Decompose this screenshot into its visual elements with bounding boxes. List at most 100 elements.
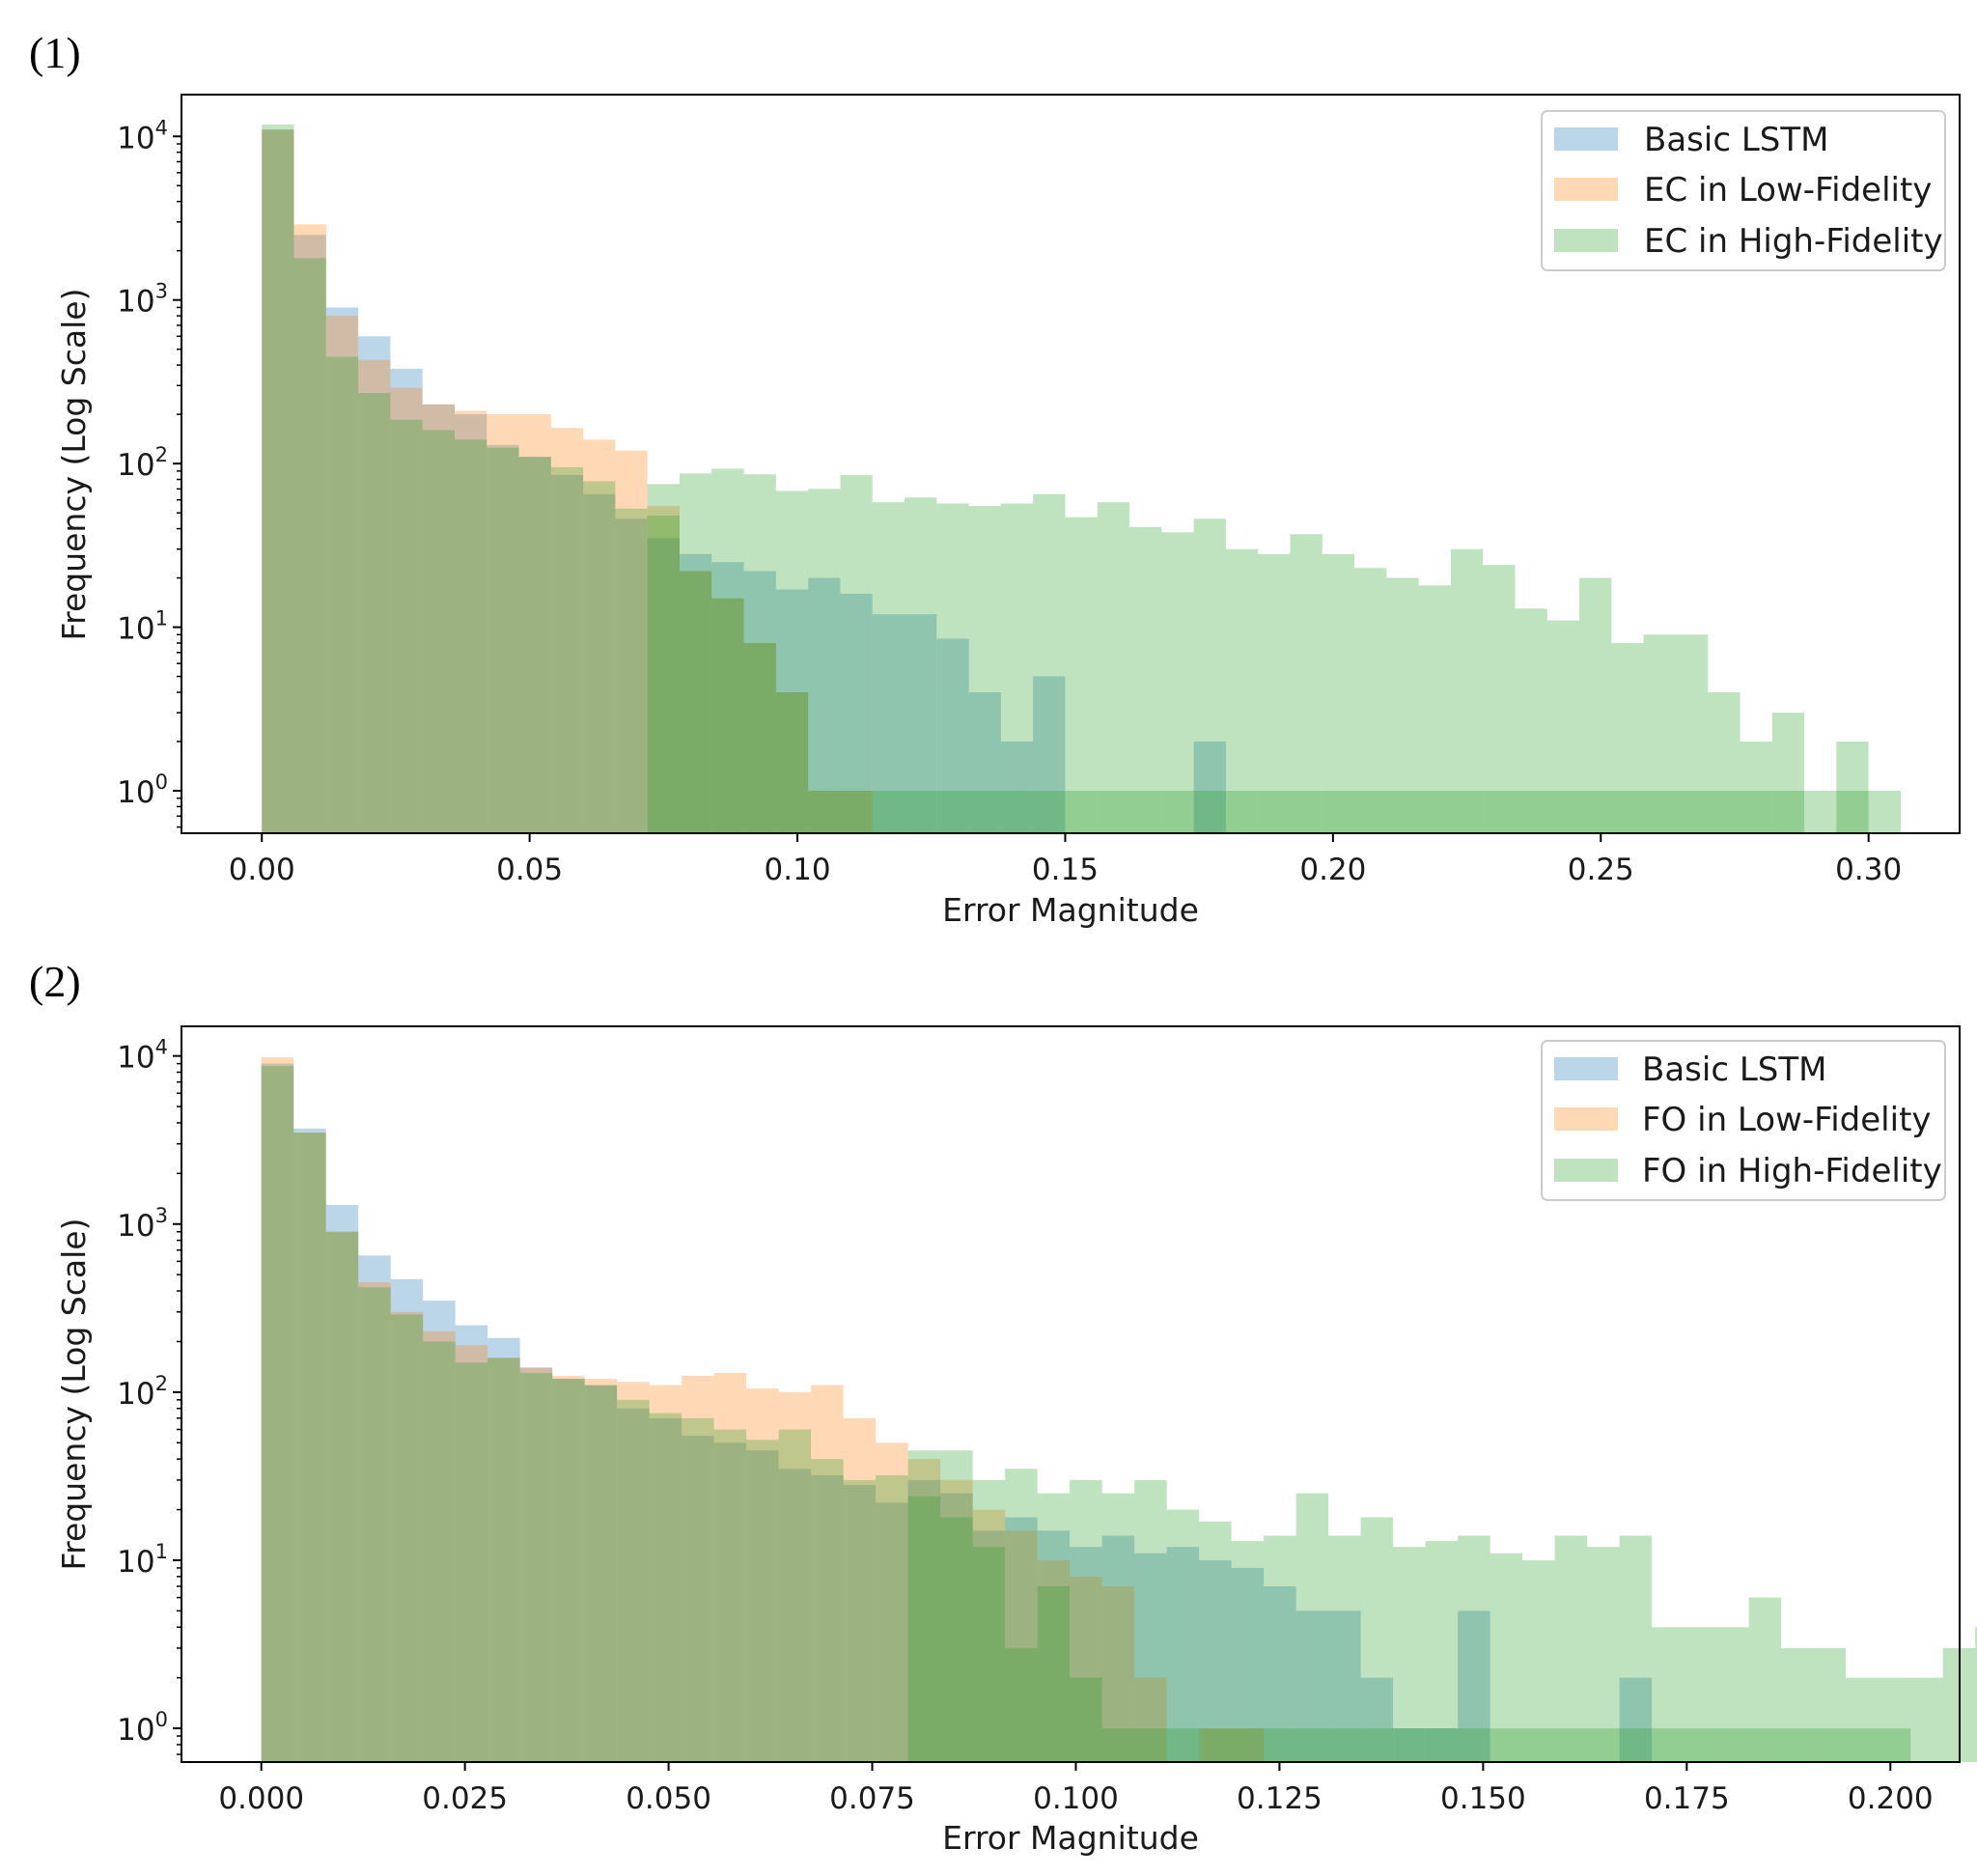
bar-basic-35	[1393, 1728, 1426, 1762]
bar-low-6	[454, 410, 487, 833]
bar-low-1	[293, 224, 326, 834]
bar-high-6	[840, 475, 873, 833]
bar-high-39	[1522, 1728, 1555, 1762]
x-tick-label: 0.200	[1848, 1781, 1934, 1816]
plot-frame	[181, 1025, 1961, 1763]
bar-high-3	[1005, 1469, 1038, 1762]
bar-high-21	[936, 791, 969, 833]
bar-basic-16	[778, 1469, 812, 1762]
bar-low-9	[552, 1375, 585, 1762]
bar-high-49	[1836, 791, 1869, 833]
bar-high-37	[1836, 742, 1869, 833]
bar-high-26	[1483, 565, 1516, 833]
bar-basic-14	[711, 562, 744, 833]
bar-basic-27	[1134, 1553, 1167, 1762]
bar-high-45	[1716, 1728, 1749, 1762]
bar-low-4	[390, 387, 423, 833]
bar-low-23	[1005, 1530, 1038, 1762]
x-tick-label: 0.000	[218, 1781, 304, 1816]
bar-high-21	[940, 1517, 973, 1762]
bar-basic-5	[422, 404, 455, 833]
bar-basic-1	[293, 235, 326, 833]
legend-label: FO in High-Fidelity	[1642, 1152, 1942, 1190]
bar-high-5	[1070, 1479, 1102, 1762]
bar-high-1	[940, 1450, 973, 1762]
x-tick-label: 0.30	[1835, 853, 1902, 887]
bar-high-42	[1611, 791, 1644, 833]
bar-high-22	[968, 791, 1001, 833]
bar-high-17	[1193, 518, 1226, 833]
bar-basic-5	[423, 1301, 456, 1762]
bar-low-7	[487, 1358, 520, 1762]
bar-high-49	[1846, 1728, 1879, 1762]
bar-basic-36	[1425, 1728, 1459, 1762]
chart-panel-1: (1) 0.00 0.05 0.10 0.15 0.20 0.25 0.30 1001011…	[29, 28, 1961, 929]
bar-high-25	[1716, 1627, 1749, 1762]
bar-basic-26	[1101, 1535, 1135, 1762]
bar-high-41	[1587, 1728, 1620, 1762]
bar-high-41	[1579, 791, 1612, 833]
bar-basic-29	[1193, 742, 1226, 833]
legend-label: EC in Low-Fidelity	[1644, 171, 1932, 210]
bar-high-34	[1740, 742, 1772, 833]
y-tick-label: 102	[117, 443, 168, 483]
bar-high-19	[872, 791, 905, 833]
bar-high-50	[1878, 1728, 1911, 1762]
bar-basic-2	[325, 1204, 359, 1762]
bar-high-33	[1708, 692, 1740, 833]
bar-high-40	[1546, 791, 1580, 833]
bar-high-24	[1418, 585, 1451, 833]
legend-swatch-high	[1554, 229, 1618, 252]
bar-basic-4	[390, 1278, 424, 1762]
bar-low-5	[423, 1330, 456, 1762]
bar-high-0	[647, 484, 680, 833]
histogram-bars	[261, 1057, 1977, 1762]
y-tick-label: 100	[117, 1708, 168, 1748]
bar-basic-30	[1231, 1567, 1265, 1762]
bar-high-31	[1643, 634, 1676, 833]
bar-high-28	[1546, 620, 1580, 833]
bar-basic-22	[972, 1530, 1006, 1762]
bar-basic-21	[936, 638, 969, 833]
bar-high-7	[487, 1358, 520, 1762]
x-tick-label: 0.150	[1440, 1781, 1526, 1816]
bar-high-2	[972, 1479, 1006, 1762]
bar-basic-17	[811, 1475, 844, 1762]
bar-low-16	[778, 1391, 812, 1762]
bar-high-19	[876, 1475, 908, 1762]
bar-high-12	[649, 1413, 682, 1762]
x-axis-ticks: 0.000 0.025 0.050 0.075 0.100 0.125 0.150 0.175…	[218, 1762, 1934, 1816]
bar-high-9	[552, 1379, 585, 1762]
bar-high-7	[487, 447, 519, 833]
bar-low-3	[358, 1282, 391, 1762]
legend: Basic LSTM FO in Low-Fidelity FO in High…	[1541, 1040, 1946, 1201]
chart-panel-2: (2) 0.000 0.025 0.050 0.075 0.100 0.125 0.150 0…	[29, 957, 1977, 1857]
bar-low-12	[647, 506, 680, 833]
bar-basic-16	[775, 589, 809, 833]
bar-basic-21	[940, 1493, 973, 1762]
y-axis-label: Frequency (Log Scale)	[55, 289, 93, 641]
bar-basic-17	[808, 577, 841, 833]
bar-high-10	[584, 1385, 618, 1762]
bar-high-16	[1425, 1541, 1459, 1762]
bar-high-11	[617, 1399, 650, 1762]
bar-high-27	[1129, 791, 1162, 833]
bar-basic-13	[679, 553, 712, 833]
bar-high-5	[808, 489, 841, 833]
bar-low-2	[325, 316, 359, 833]
bar-high-6	[455, 1362, 488, 1762]
bar-high-32	[1290, 791, 1323, 833]
bar-basic-3	[358, 1255, 391, 1762]
bar-high-12	[1033, 493, 1066, 833]
y-tick-label: 104	[117, 116, 168, 155]
bar-high-29	[1579, 577, 1612, 833]
bar-basic-28	[1166, 1547, 1200, 1762]
bar-low-21	[940, 1479, 973, 1762]
bar-low-22	[972, 1509, 1006, 1762]
bar-basic-8	[518, 457, 551, 833]
bar-high-33	[1322, 791, 1355, 833]
bar-low-5	[422, 404, 455, 833]
bar-basic-15	[743, 571, 776, 833]
bar-high-9	[1199, 1521, 1232, 1762]
bar-high-14	[1097, 502, 1130, 833]
